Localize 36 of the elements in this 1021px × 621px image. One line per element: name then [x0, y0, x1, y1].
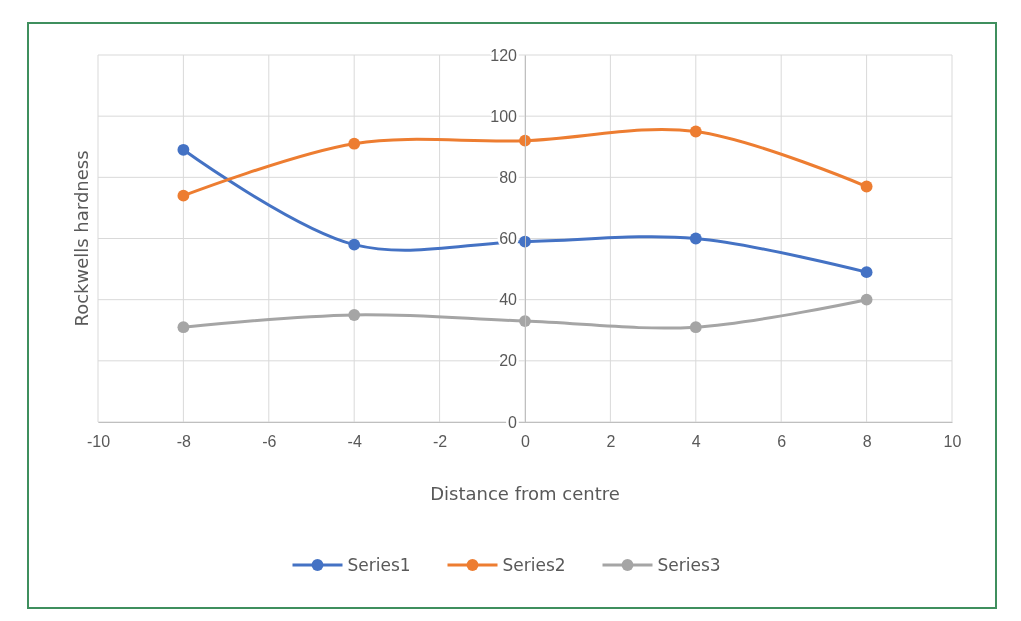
- point: [177, 321, 190, 334]
- x-tick-label: 8: [862, 433, 872, 451]
- y-tick-label: 80: [499, 168, 518, 186]
- point: [348, 238, 361, 251]
- x-tick-label: 2: [606, 433, 616, 451]
- point: [519, 235, 531, 248]
- point: [860, 293, 873, 306]
- x-tick-label: -8: [176, 433, 192, 451]
- point: [519, 315, 531, 327]
- legend-label: Series2: [502, 555, 566, 575]
- point: [177, 143, 190, 156]
- x-tick-label: -4: [347, 433, 362, 451]
- y-tick-label: 100: [490, 107, 518, 125]
- x-axis-title: Distance from centre: [430, 483, 620, 504]
- y-axis-title: Rockwells hardness: [71, 150, 92, 327]
- point: [860, 266, 873, 279]
- x-tick-label: 10: [943, 433, 962, 451]
- legend-label: Series1: [347, 555, 411, 575]
- x-tick-label: 0: [521, 433, 531, 451]
- x-tick-label: 4: [691, 433, 701, 451]
- x-tick-label: 6: [777, 433, 787, 451]
- point: [860, 180, 873, 193]
- point: [689, 321, 702, 334]
- point: [689, 232, 702, 245]
- point: [689, 125, 702, 138]
- y-tick-label: 0: [508, 413, 518, 431]
- y-tick-label: 40: [499, 291, 518, 309]
- point: [177, 189, 190, 202]
- y-tick-label: 20: [499, 352, 518, 370]
- x-tick-label: -6: [262, 433, 277, 451]
- legend-label: Series3: [657, 555, 721, 575]
- x-tick-label: -10: [86, 433, 111, 451]
- x-tick-label: -2: [432, 433, 448, 451]
- point: [348, 309, 361, 321]
- point: [348, 137, 361, 150]
- y-tick-label: 120: [490, 46, 518, 64]
